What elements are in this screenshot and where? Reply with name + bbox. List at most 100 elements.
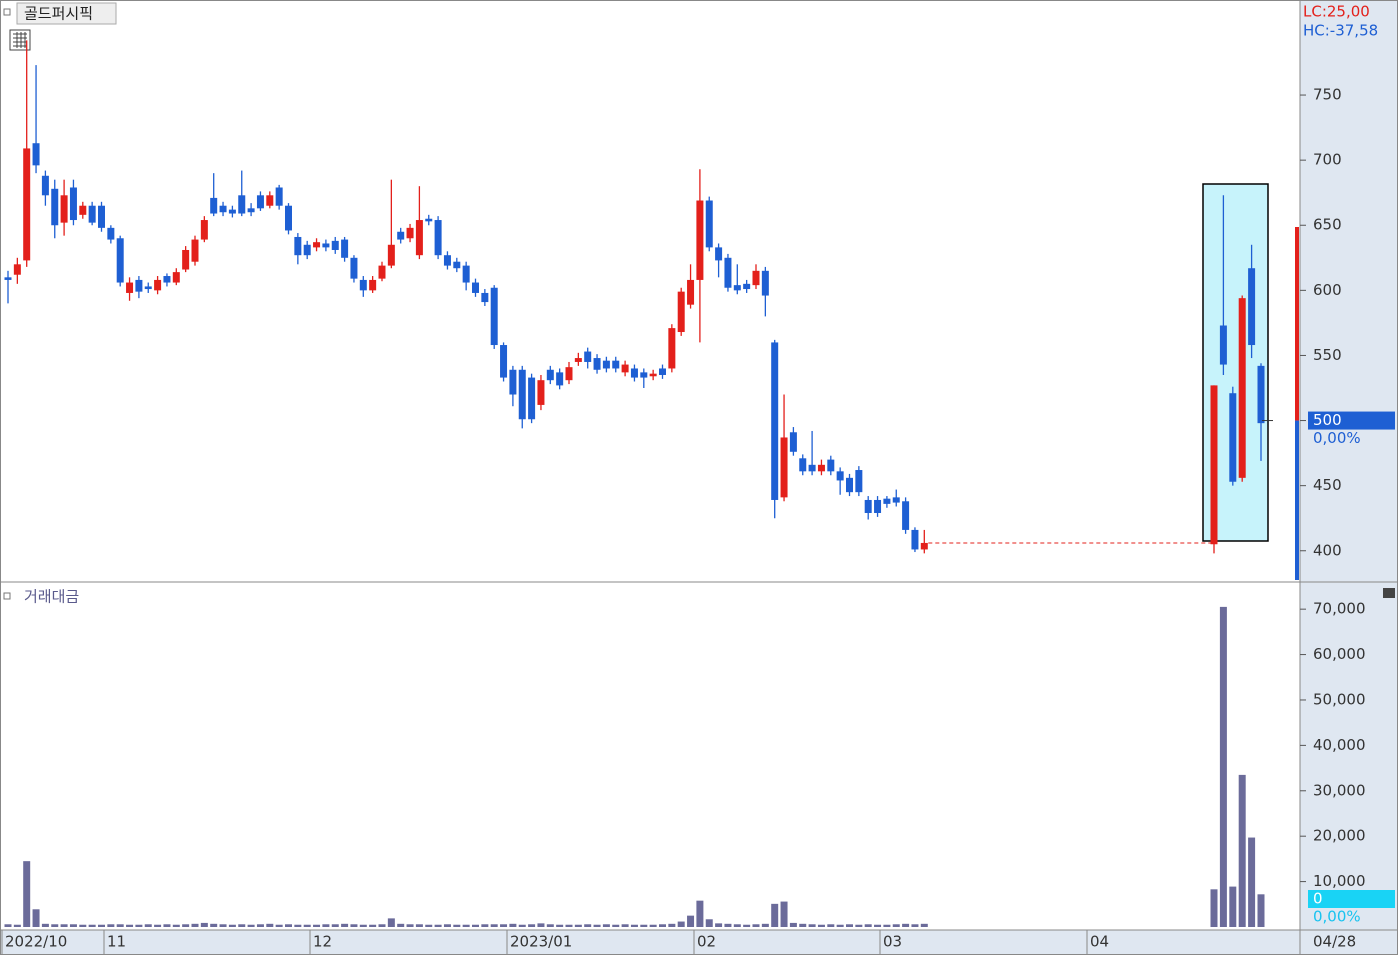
volume-bar [378, 924, 386, 927]
volume-bar [41, 923, 49, 927]
candle-body [462, 265, 470, 283]
volume-bar [331, 924, 339, 927]
grid-icon-lines [13, 32, 27, 48]
candle-body [546, 369, 554, 381]
volume-bar [668, 923, 676, 927]
right-axis-panel [1300, 0, 1398, 930]
candle-body [817, 464, 825, 472]
candle-body [154, 279, 162, 291]
candle-body [69, 187, 77, 221]
candle-body [443, 255, 451, 266]
candle-body [911, 529, 919, 550]
volume-bar [13, 924, 21, 927]
candle-body [313, 242, 321, 248]
pane-icon [3, 592, 11, 600]
volume-bar [350, 924, 358, 927]
candle-body [219, 205, 227, 213]
pane-icon [3, 8, 11, 16]
volume-bar [23, 861, 31, 927]
volume-bar [1219, 606, 1227, 927]
y-tick-label: 400 [1313, 541, 1342, 559]
candle-body [705, 200, 713, 248]
candle-body [303, 244, 311, 256]
y-tick-label: 650 [1313, 216, 1342, 234]
volume-bar [285, 924, 292, 927]
candle-body [210, 197, 218, 214]
volume-bar [621, 924, 629, 927]
volume-bar [200, 922, 208, 927]
volume-bar [4, 924, 12, 927]
volume-bar [1248, 837, 1256, 927]
candle-body [537, 380, 545, 405]
volume-bar [846, 924, 853, 927]
volume-bar [602, 924, 610, 927]
candle-body [23, 148, 31, 261]
volume-bar [500, 924, 508, 927]
x-tick-label: 2023/01 [510, 933, 572, 951]
volume-bar [630, 924, 638, 927]
candle-body [98, 205, 105, 228]
candle-body [107, 227, 115, 240]
candle-body [500, 345, 508, 378]
volume-bar [397, 923, 405, 927]
volume-bar [406, 924, 414, 927]
candle-body [434, 220, 442, 256]
candle-body [32, 143, 40, 166]
candle-body [182, 249, 190, 270]
candle-body [163, 276, 171, 283]
candle-body [369, 279, 377, 291]
candle-body [509, 369, 517, 395]
volume-bar [911, 924, 919, 927]
volume-bar [771, 903, 779, 927]
hc-label: HC:-37,58 [1303, 22, 1378, 40]
volume-bar [154, 924, 162, 927]
candle-body [472, 282, 479, 293]
volume-bar [434, 924, 442, 927]
candle-body [902, 501, 910, 530]
volume-bar [518, 924, 526, 927]
volume-bar [116, 924, 124, 927]
x-tick-label: 04 [1090, 933, 1109, 951]
candle-body [126, 282, 134, 293]
volume-bar [556, 924, 564, 927]
volume-bar [88, 924, 96, 927]
candle-body [144, 286, 152, 290]
volume-bar [453, 924, 461, 927]
candle-body [41, 175, 49, 196]
chart-title: 골드퍼시픽 [24, 5, 93, 23]
volume-bar [98, 924, 105, 927]
candle-body [799, 458, 807, 472]
lc-label: LC:25,00 [1303, 3, 1370, 21]
candle-body [275, 187, 283, 206]
candle-body [687, 279, 695, 305]
volume-bar [51, 924, 59, 927]
candle-body [715, 247, 723, 261]
price-box [1308, 411, 1395, 430]
close-button[interactable] [1383, 588, 1395, 598]
candle-body [696, 200, 704, 280]
volume-bar [537, 923, 545, 927]
candle-body [331, 240, 339, 250]
candle-body [266, 195, 274, 206]
v-tick-label: 70,000 [1313, 600, 1366, 618]
volume-bar [462, 924, 470, 927]
last-price: 500 [1313, 411, 1342, 429]
volume-bar [32, 909, 40, 927]
volume-title: 거래대금 [24, 588, 79, 606]
volume-bar [705, 919, 713, 927]
volume-bar [294, 924, 302, 927]
candle-body [350, 257, 358, 279]
volume-bar [1229, 886, 1237, 927]
candle-body [677, 291, 685, 333]
volume-bar [874, 924, 882, 927]
candle-body [846, 477, 853, 493]
candle-body [359, 279, 367, 291]
volume-bar [1210, 889, 1218, 927]
volume-bar [443, 924, 451, 927]
volume-bar [275, 924, 283, 927]
candle-body [1210, 385, 1218, 545]
v-tick-label: 50,000 [1313, 690, 1366, 708]
volume-bar [322, 924, 330, 927]
candle-body [1238, 298, 1246, 478]
candle-body [387, 244, 395, 266]
